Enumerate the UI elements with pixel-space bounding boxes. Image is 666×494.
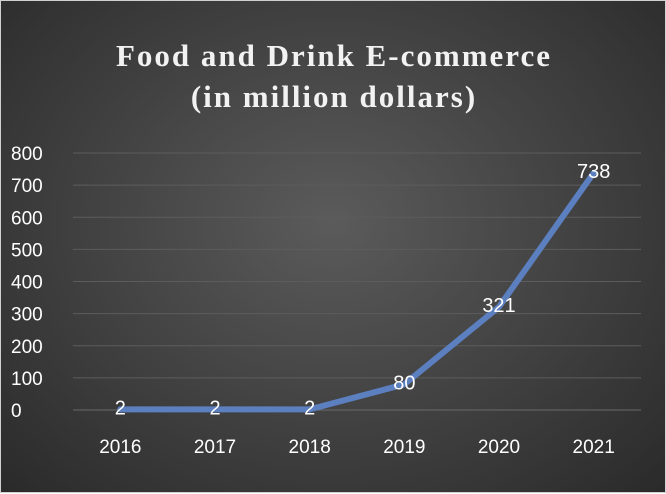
data-label-2019: 80 <box>393 372 415 394</box>
x-tick-label-2021: 2021 <box>573 437 615 458</box>
x-tick-label-2016: 2016 <box>99 437 141 458</box>
data-label-2021: 738 <box>577 161 610 183</box>
data-label-2016: 2 <box>115 397 126 419</box>
y-tick-label-500: 500 <box>11 240 43 261</box>
data-label-2020: 321 <box>482 295 515 317</box>
data-label-2017: 2 <box>209 397 220 419</box>
y-tick-label-400: 400 <box>11 273 43 294</box>
y-tick-label-100: 100 <box>11 369 43 390</box>
y-tick-label-800: 800 <box>11 144 43 165</box>
y-tick-label-0: 0 <box>11 401 22 422</box>
y-tick-label-700: 700 <box>11 176 43 197</box>
data-label-2018: 2 <box>304 397 315 419</box>
series-line <box>120 173 593 410</box>
y-tick-label-200: 200 <box>11 337 43 358</box>
x-tick-label-2020: 2020 <box>478 437 520 458</box>
y-tick-label-600: 600 <box>11 208 43 229</box>
y-tick-label-300: 300 <box>11 305 43 326</box>
x-tick-label-2017: 2017 <box>194 437 236 458</box>
x-tick-label-2018: 2018 <box>289 437 331 458</box>
x-tick-label-2019: 2019 <box>383 437 425 458</box>
